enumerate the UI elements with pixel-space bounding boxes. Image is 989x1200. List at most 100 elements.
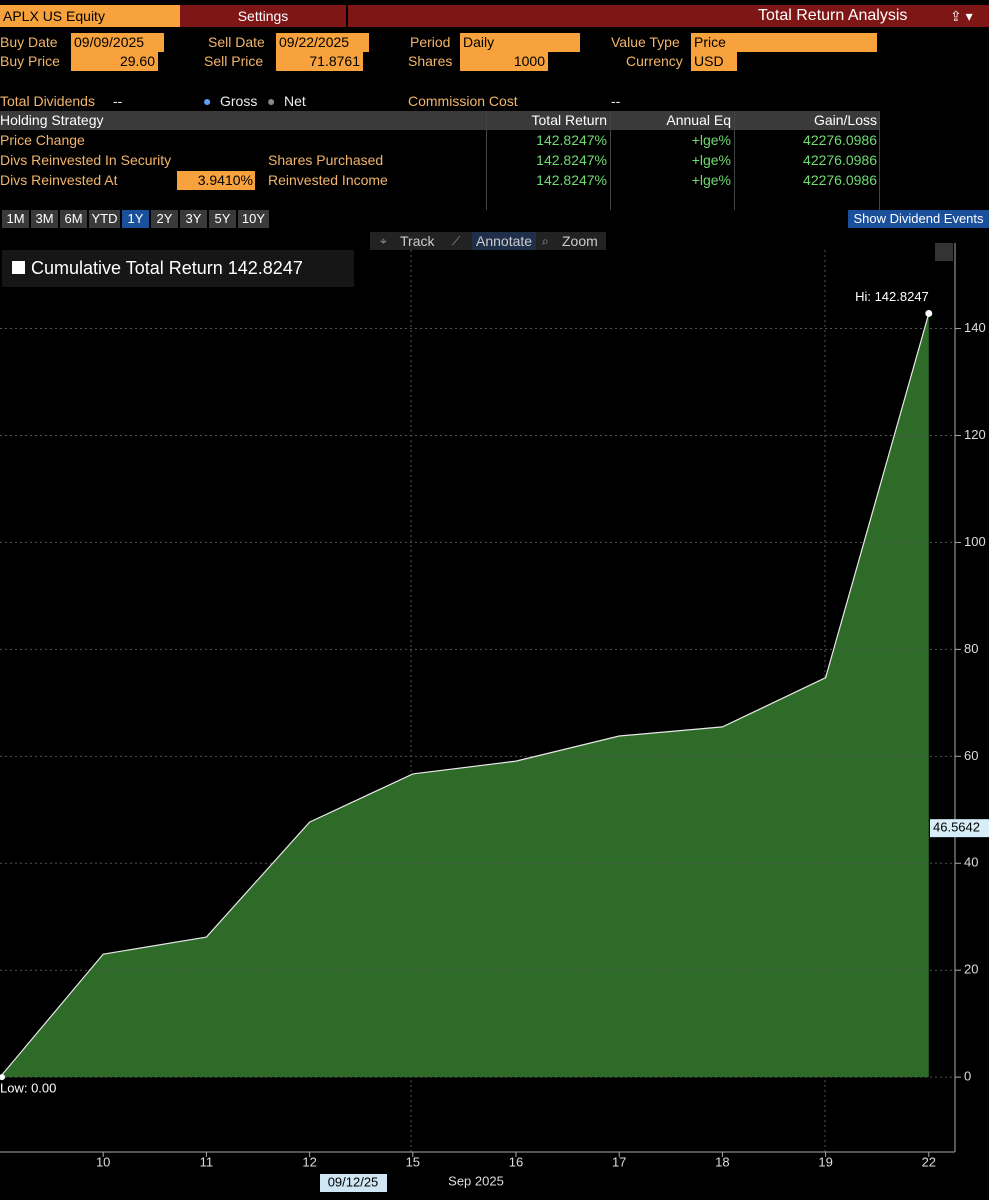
column-header: Gain/Loss bbox=[813, 112, 877, 128]
y-tick-label: 40 bbox=[964, 855, 978, 870]
settings-tab[interactable]: Settings bbox=[180, 5, 346, 27]
cell-value: 42276.0986 bbox=[803, 172, 877, 188]
x-tick-label: 18 bbox=[715, 1154, 729, 1169]
row-label: Price Change bbox=[0, 132, 85, 148]
toolbar-button[interactable]: Annotate bbox=[472, 232, 537, 250]
label: Sell Price bbox=[204, 53, 264, 69]
y-tick-label: 120 bbox=[964, 427, 986, 442]
export-icon[interactable]: ⇪ ▾ bbox=[950, 8, 973, 24]
input[interactable]: 71.8761 bbox=[276, 52, 363, 71]
range-button[interactable]: 10Y bbox=[238, 210, 269, 228]
radio[interactable]: ● bbox=[267, 93, 276, 109]
x-tick-label: 15 bbox=[406, 1154, 420, 1169]
x-tick-label: 11 bbox=[200, 1154, 214, 1169]
line bbox=[0, 313, 930, 1078]
column-divider bbox=[610, 111, 611, 210]
y-tick-label: 100 bbox=[964, 534, 986, 549]
x-tick-label: 12 bbox=[302, 1154, 316, 1169]
x-tick-label: 19 bbox=[818, 1154, 832, 1169]
row-label: Divs Reinvested In Security bbox=[0, 152, 172, 168]
input[interactable]: 29.60 bbox=[71, 52, 158, 71]
dividend-button[interactable]: Show Dividend Events bbox=[848, 210, 989, 228]
label: Sell Date bbox=[208, 34, 265, 50]
range-button[interactable]: 2Y bbox=[151, 210, 178, 228]
column-header: Annual Eq bbox=[666, 112, 731, 128]
legend-label: Cumulative Total Return 142.8247 bbox=[31, 258, 303, 278]
cell-value: 142.8247% bbox=[536, 152, 607, 168]
range-button[interactable]: 5Y bbox=[209, 210, 236, 228]
dropdown[interactable]: Daily bbox=[460, 33, 580, 52]
row-sublabel: Reinvested Income bbox=[268, 172, 388, 188]
input[interactable]: 09/22/2025 bbox=[276, 33, 369, 52]
value: -- bbox=[113, 93, 123, 109]
scroll-button[interactable] bbox=[935, 243, 953, 261]
range-button[interactable]: 1Y bbox=[122, 210, 149, 228]
cell-value: 42276.0986 bbox=[803, 132, 877, 148]
value-tag-bg bbox=[930, 819, 989, 838]
label: Buy Date bbox=[0, 34, 58, 50]
x-axis-label: Sep 2025 bbox=[448, 1173, 504, 1188]
low-point bbox=[0, 1074, 5, 1081]
label: Period bbox=[410, 34, 451, 50]
label: Value Type bbox=[611, 34, 680, 50]
toolbar-icon[interactable]: ⟋ bbox=[452, 234, 461, 248]
label: Commission Cost bbox=[408, 93, 518, 109]
y-tick-label: 60 bbox=[964, 748, 978, 763]
y-tick-label: 0 bbox=[964, 1069, 971, 1084]
security-field[interactable]: APLX US Equity bbox=[0, 5, 181, 27]
column-divider bbox=[879, 111, 880, 210]
cell-value: +lge% bbox=[691, 132, 731, 148]
low-label: Low: 0.00 bbox=[0, 1081, 56, 1096]
value-tag: 46.5642 bbox=[933, 820, 980, 835]
column-header: Holding Strategy bbox=[0, 112, 104, 128]
value: -- bbox=[611, 93, 621, 109]
function-title: Total Return Analysis bbox=[758, 7, 908, 24]
range-button[interactable]: 6M bbox=[60, 210, 87, 228]
toolbar-icon[interactable]: ⌕ bbox=[542, 234, 549, 248]
title-bar bbox=[348, 5, 989, 27]
cell-value: +lge% bbox=[691, 152, 731, 168]
high-point bbox=[925, 309, 933, 317]
toolbar-icon[interactable]: ⌖ bbox=[380, 234, 387, 248]
dropdown[interactable]: USD bbox=[691, 52, 737, 71]
y-tick-label: 80 bbox=[964, 641, 978, 656]
x-tick-label: 17 bbox=[612, 1154, 626, 1169]
label: Shares bbox=[408, 53, 453, 69]
legend-swatch bbox=[12, 261, 25, 274]
radio[interactable]: ● bbox=[203, 93, 212, 109]
column-divider bbox=[734, 111, 735, 210]
row-label: Divs Reinvested At bbox=[0, 172, 118, 188]
y-tick-label: 20 bbox=[964, 962, 978, 977]
crosshair-date: 09/12/25 bbox=[328, 1174, 379, 1189]
range-button[interactable]: 1M bbox=[2, 210, 29, 228]
toolbar-button[interactable]: Zoom bbox=[562, 233, 598, 249]
input[interactable]: 09/09/2025 bbox=[71, 33, 164, 52]
crosshair-date-bg bbox=[320, 1174, 387, 1192]
range-button[interactable]: 3Y bbox=[180, 210, 207, 228]
range-button[interactable]: YTD bbox=[89, 210, 120, 228]
y-tick-label: 140 bbox=[964, 320, 986, 335]
area bbox=[0, 313, 929, 1078]
toolbar-button[interactable]: Track bbox=[400, 233, 435, 249]
column-header: Total Return bbox=[531, 112, 607, 128]
column-divider bbox=[486, 111, 487, 210]
rate-input[interactable]: 3.9410% bbox=[177, 171, 255, 190]
radio-label[interactable]: Gross bbox=[220, 93, 258, 109]
cell-value: +lge% bbox=[691, 172, 731, 188]
radio-label[interactable]: Net bbox=[284, 93, 306, 109]
legend bbox=[2, 250, 354, 287]
x-tick-label: 16 bbox=[509, 1154, 523, 1169]
cell-value: 142.8247% bbox=[536, 132, 607, 148]
x-tick-label: 10 bbox=[96, 1154, 110, 1169]
range-button[interactable]: 3M bbox=[31, 210, 58, 228]
label: Currency bbox=[626, 53, 683, 69]
x-tick-label: 22 bbox=[922, 1154, 936, 1169]
input[interactable]: 1000 bbox=[460, 52, 548, 71]
row-sublabel: Shares Purchased bbox=[268, 152, 384, 168]
high-label: Hi: 142.8247 bbox=[855, 289, 929, 304]
cell-value: 142.8247% bbox=[536, 172, 607, 188]
label: Total Dividends bbox=[0, 93, 95, 109]
dropdown[interactable]: Price bbox=[691, 33, 877, 52]
label: Buy Price bbox=[0, 53, 60, 69]
